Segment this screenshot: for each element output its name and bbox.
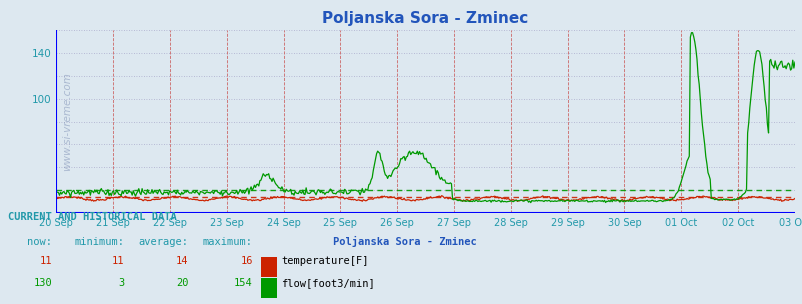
Text: 130: 130	[34, 278, 52, 288]
Text: now:: now:	[27, 237, 52, 247]
Text: 20: 20	[176, 278, 188, 288]
Text: 3: 3	[118, 278, 124, 288]
Text: CURRENT AND HISTORICAL DATA: CURRENT AND HISTORICAL DATA	[8, 212, 176, 223]
Text: 11: 11	[39, 257, 52, 267]
Text: maximum:: maximum:	[203, 237, 253, 247]
Text: minimum:: minimum:	[75, 237, 124, 247]
Title: Poljanska Sora - Zminec: Poljanska Sora - Zminec	[322, 12, 528, 26]
Text: temperature[F]: temperature[F]	[281, 257, 368, 267]
Text: flow[foot3/min]: flow[foot3/min]	[281, 278, 375, 288]
Text: 16: 16	[240, 257, 253, 267]
Text: 14: 14	[176, 257, 188, 267]
Text: 11: 11	[111, 257, 124, 267]
Text: www.si-vreme.com: www.si-vreme.com	[63, 72, 72, 171]
Text: Poljanska Sora - Zminec: Poljanska Sora - Zminec	[333, 236, 476, 247]
Text: average:: average:	[139, 237, 188, 247]
Text: 154: 154	[234, 278, 253, 288]
